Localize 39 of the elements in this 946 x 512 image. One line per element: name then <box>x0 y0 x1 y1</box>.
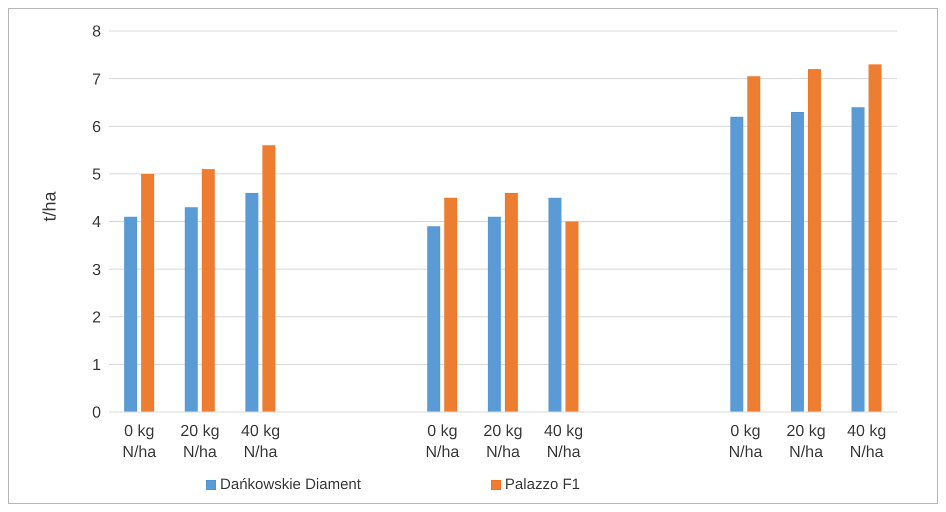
y-tick-label: 0 <box>92 404 102 422</box>
bar <box>124 216 138 412</box>
y-tick-label: 3 <box>92 262 102 279</box>
bar <box>262 145 276 412</box>
bar <box>184 207 198 412</box>
y-tick-label: 4 <box>92 214 102 232</box>
bar <box>504 192 518 412</box>
x-tick-label: 40 kg N/ha <box>240 423 280 461</box>
bar <box>548 198 562 412</box>
y-tick-label: 7 <box>92 71 102 88</box>
bar <box>202 169 215 412</box>
bar <box>808 69 821 412</box>
bar <box>852 107 865 412</box>
x-tick-label: 20 kg N/ha <box>786 423 826 461</box>
legend-label: Palazzo F1 <box>504 476 580 493</box>
x-tick-label: 40 kg N/ha <box>847 423 886 461</box>
bar <box>427 226 440 412</box>
x-tick-label: 0 kg N/ha <box>425 423 460 461</box>
bar <box>488 216 501 412</box>
x-tick-label: 20 kg N/ha <box>180 423 220 461</box>
x-tick-label: 40 kg N/ha <box>544 423 584 461</box>
y-tick-label: 1 <box>92 357 102 374</box>
bar <box>444 198 458 412</box>
bar <box>141 174 154 412</box>
bar <box>730 116 744 412</box>
bar <box>790 112 804 412</box>
x-tick-label: 0 kg N/ha <box>728 423 762 461</box>
bar <box>868 64 882 412</box>
bar <box>245 192 258 412</box>
y-tick-label: 6 <box>92 118 102 136</box>
y-axis-title: t/ha <box>39 190 60 222</box>
bar <box>747 76 760 412</box>
y-tick-label: 8 <box>92 24 102 41</box>
legend-label: Dańkowskie Diament <box>220 476 361 493</box>
y-tick-label: 5 <box>92 166 102 184</box>
x-tick-label: 20 kg N/ha <box>483 423 523 461</box>
bar <box>565 222 578 412</box>
x-tick-label: 0 kg N/ha <box>122 423 156 461</box>
y-tick-label: 2 <box>92 309 102 326</box>
